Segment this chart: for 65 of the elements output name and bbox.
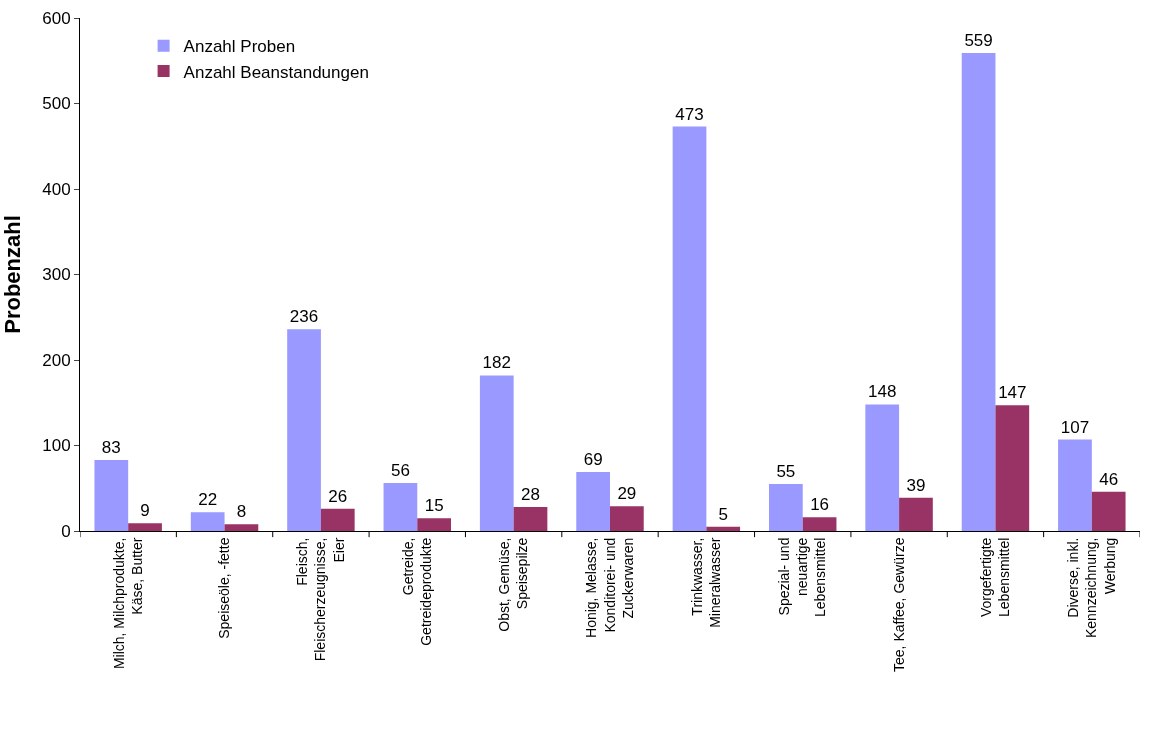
data-label: 26 [328,486,348,506]
bar [320,508,355,531]
data-label: 83 [101,438,121,458]
x-tick-label: Speiseöle, -fette [216,537,233,639]
data-label: 182 [482,353,511,373]
x-tick-label: Fleisch, Fleischerzeugnisse, Eier [294,537,347,662]
x-tick-label: Trinkwasser, Mineralwasser [688,537,724,628]
data-label: 56 [390,461,410,481]
y-tick-label: 0 [61,521,71,541]
data-label: 148 [868,382,897,402]
data-label: 22 [198,490,218,510]
bar [706,526,741,531]
y-tick-label: 500 [42,94,71,114]
data-label: 55 [776,461,796,481]
data-label: 9 [140,501,150,521]
data-label: 29 [617,484,637,504]
bar [995,405,1030,531]
bar [479,375,514,531]
bar [961,53,996,531]
bar [128,523,162,531]
x-tick-label: Honig, Melasse, Konditorei- und Zuckerwaren [583,537,636,638]
bar [287,329,321,531]
data-label: 16 [810,495,830,515]
data-label: 236 [289,307,319,327]
bar [576,472,610,531]
bar [1091,491,1126,531]
x-tick-label: Milch, Milchprodukte, Käse, Butter [110,537,145,670]
y-tick-label: 600 [42,8,71,28]
y-tick-label: 100 [42,436,71,456]
x-tick-label: Tee, Kaffee, Gewürze [890,537,907,672]
data-label: 107 [1060,417,1090,437]
bar [672,126,707,531]
x-tick-label: Obst, Gemüse, Speisepilze [496,537,531,632]
legend-label: Anzahl Beanstandungen [183,62,369,82]
bar [513,507,548,531]
bar [1058,439,1092,531]
bar [610,506,644,531]
legend-label: Anzahl Proben [183,37,296,57]
bar [383,483,418,531]
data-label: 15 [424,496,444,516]
data-label: 559 [964,31,993,51]
data-label: 39 [906,475,926,495]
bar [224,524,259,531]
data-label: 5 [718,504,728,524]
data-label: 46 [1099,469,1119,489]
y-axis-title: Probenzahl [0,215,26,334]
y-tick-label: 200 [42,350,71,370]
data-label: 28 [521,485,540,505]
bar [865,404,900,531]
bar [94,460,129,531]
data-label: 473 [675,104,704,124]
x-tick-label: Getreide, Getreideprodukte [399,537,434,646]
bar [802,517,837,531]
data-label: 69 [583,450,603,470]
data-label: 147 [998,383,1027,403]
x-tick-label: Vorgefertigte Lebensmittel [977,537,1013,617]
y-tick-label: 400 [42,179,71,199]
x-tick-label: Spezial- und neuartige Lebensmittel [776,537,829,617]
bar [769,483,803,531]
bar [417,518,451,531]
bar [899,497,933,531]
data-label: 8 [236,502,247,522]
x-tick-label: Diverse, inkl. Kennzeichnung, Werbung [1065,537,1118,639]
y-tick-label: 300 [42,265,71,285]
bar [190,512,225,531]
